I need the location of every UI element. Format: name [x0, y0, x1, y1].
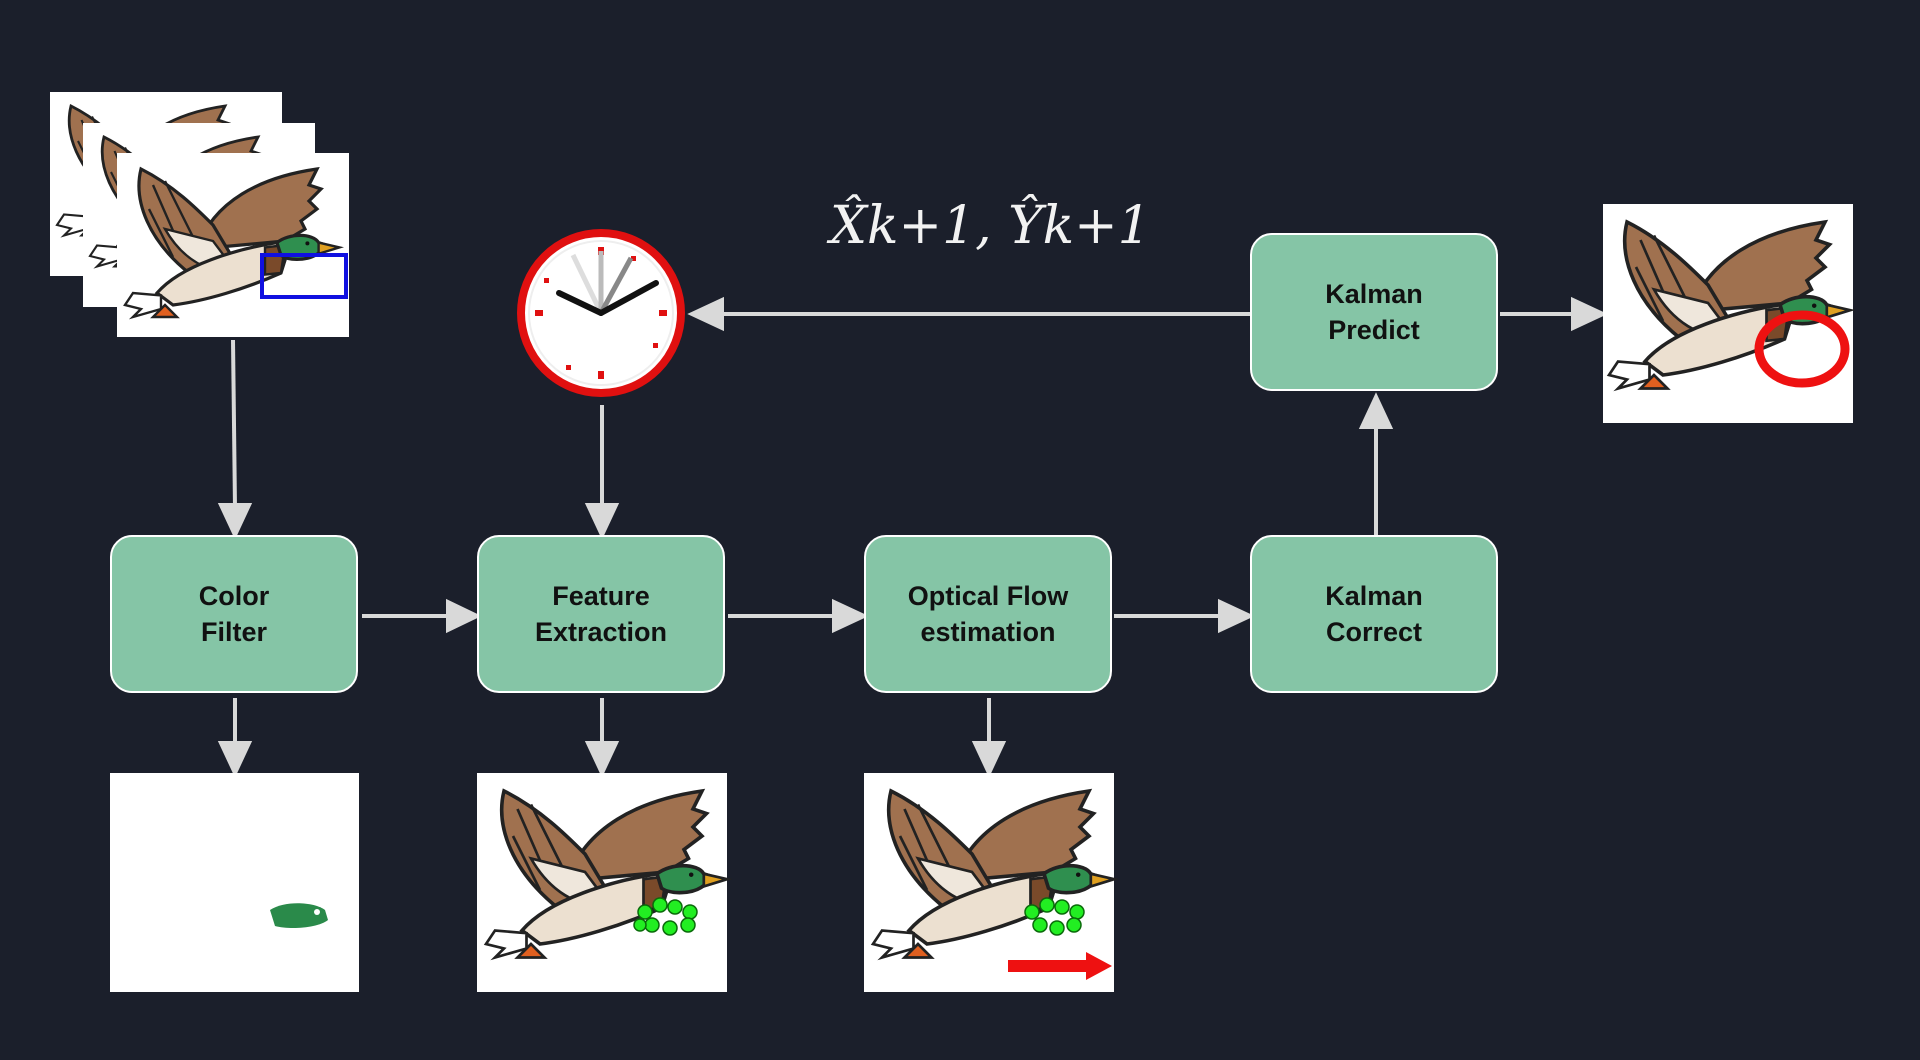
feature-extraction-output	[477, 773, 730, 992]
feature-extraction-box: Feature Extraction	[477, 535, 725, 693]
color-filter-box: Color Filter	[110, 535, 358, 693]
optical-flow-output	[864, 773, 1116, 992]
kalman-correct-line1: Kalman	[1325, 581, 1423, 611]
motion-arrow	[1008, 952, 1112, 980]
color-filter-line2: Filter	[200, 617, 267, 647]
optical-flow-line1: Optical Flow	[907, 581, 1069, 611]
kalman-predict-box: Kalman Predict	[1250, 233, 1498, 391]
detection-bbox	[260, 253, 348, 299]
feature-extraction-line1: Feature	[552, 581, 650, 611]
prediction-output	[1603, 204, 1853, 423]
kalman-correct-line2: Correct	[1325, 617, 1423, 647]
optical-flow-line2: estimation	[920, 617, 1056, 647]
kalman-predict-line1: Kalman	[1325, 279, 1423, 309]
arrows	[217, 296, 1608, 778]
prediction-formula: X̂k+1, Ŷk+1	[830, 196, 1151, 256]
color-filter-line1: Color	[198, 581, 270, 611]
optical-flow-box: Optical Flow estimation	[864, 535, 1112, 693]
clock-icon	[517, 229, 685, 397]
input-frames-stack	[50, 92, 349, 337]
color-filter-output	[110, 773, 359, 992]
kalman-predict-line2: Predict	[1328, 315, 1420, 345]
kalman-correct-box: Kalman Correct	[1250, 535, 1498, 693]
prediction-ring	[1754, 310, 1850, 388]
feature-extraction-line2: Extraction	[534, 617, 668, 647]
